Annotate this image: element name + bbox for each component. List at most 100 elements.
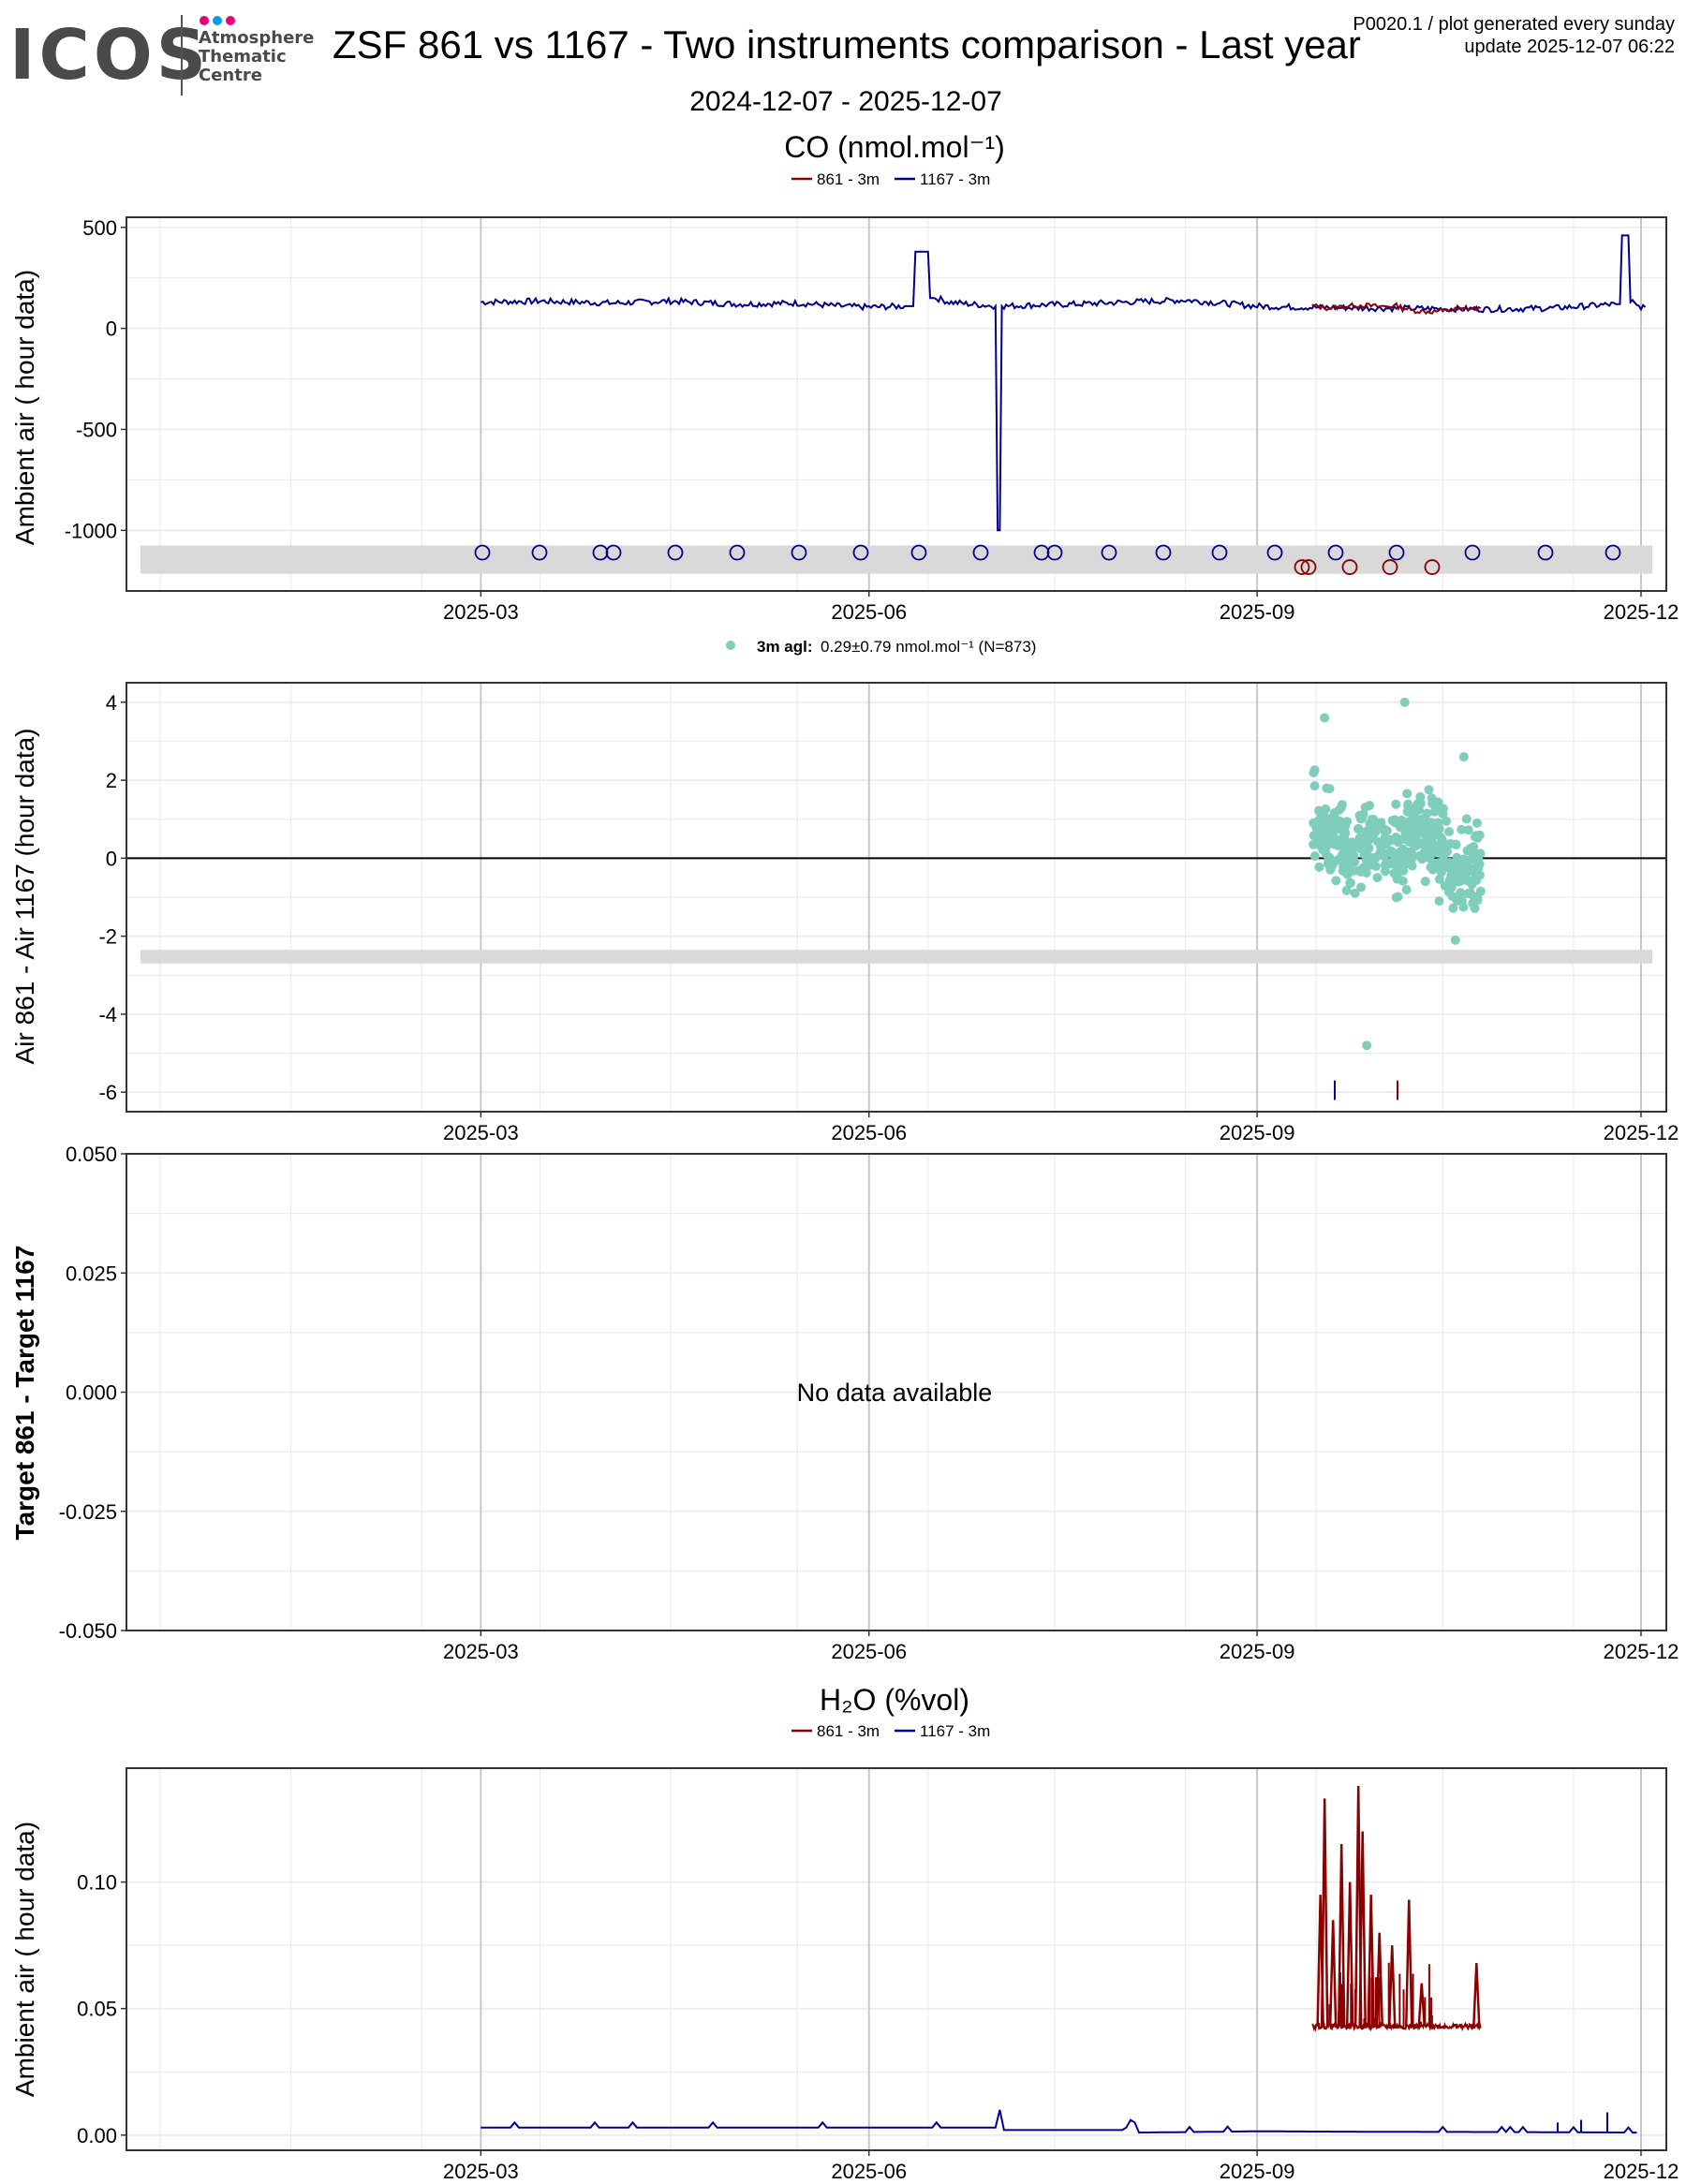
diff-point: [1420, 877, 1430, 887]
diff-point: [1318, 816, 1328, 825]
diff-point: [1457, 896, 1467, 906]
diff-point: [1355, 834, 1366, 845]
diff-point: [1349, 850, 1359, 861]
co-panel: -1000 -500 0 500 2025-03 2025-06 2025-09 2025-1…: [10, 216, 1679, 624]
logo-sub-3: Centre: [199, 66, 262, 85]
diff-xtick-label: 2025-06: [831, 1121, 907, 1144]
diff-point: [1371, 822, 1382, 833]
update-stamp: update 2025-12-07 06:22: [1464, 37, 1675, 57]
co-calibration-marker-1167: [1605, 544, 1621, 561]
target-ytick-label: -0.050: [59, 1619, 117, 1643]
diff-point: [1309, 851, 1320, 862]
co-calibration-marker-861: [1424, 559, 1441, 575]
diff-point: [1316, 807, 1326, 817]
diff-point: [1339, 832, 1350, 842]
co-ytick-label: 0: [106, 317, 117, 341]
diff-point: [1434, 896, 1444, 907]
diff-point: [1382, 826, 1392, 835]
diff-outlier-point: [1399, 697, 1410, 707]
logo-sub-1: Atmosphere: [199, 28, 314, 48]
diff-point: [1382, 857, 1392, 867]
h2o-legend-1167: 1167 - 3m: [920, 1722, 990, 1740]
co-calibration-marker-1167: [667, 544, 684, 561]
diff-point: [1347, 837, 1357, 848]
co-calibration-marker-1167: [1464, 544, 1481, 561]
header: ICOS Atmosphere Thematic Centre ZSF 861 …: [9, 14, 1675, 117]
h2o-spike-861: [1387, 1945, 1397, 2027]
diff-point: [1444, 827, 1454, 836]
diff-point: [1468, 850, 1478, 861]
co-calibration-marker-1167: [972, 544, 989, 561]
co-calibration-marker-1167: [791, 544, 807, 561]
icos-logo: ICOS: [9, 15, 210, 96]
diff-point: [1398, 848, 1407, 858]
diff-legend-label: 3m agl:: [757, 638, 813, 656]
target-ytick-label: 0.050: [66, 1143, 117, 1166]
diff-point: [1355, 866, 1366, 877]
diff-point: [1356, 882, 1367, 893]
co-ylabel: Ambient air ( hour data): [10, 270, 39, 545]
co-xtick-label: 2025-06: [831, 600, 907, 624]
co-ytick-label: -500: [76, 418, 117, 441]
diff-xtick-label: 2025-12: [1604, 1121, 1679, 1144]
h2o-spike-861: [1472, 1962, 1481, 2027]
diff-point: [1358, 809, 1368, 819]
diff-point: [1338, 819, 1348, 829]
co-border: [126, 216, 1667, 592]
diff-point: [1312, 825, 1323, 835]
diff-point: [1457, 824, 1467, 834]
date-range: 2024-12-07 - 2025-12-07: [689, 86, 1002, 117]
diff-point: [1391, 893, 1401, 903]
h2o-xtick-label: 2025-12: [1604, 2160, 1679, 2183]
co-calibration-marker-1167: [1101, 544, 1117, 561]
diff-point: [1472, 893, 1483, 904]
h2o-ytick-label: 0.00: [77, 2124, 117, 2147]
no-data-message: No data available: [797, 1379, 993, 1407]
diff-point: [1445, 839, 1455, 849]
diff-point: [1445, 878, 1456, 889]
diff-point: [1412, 799, 1423, 809]
diff-point: [1434, 858, 1444, 868]
co-xtick-label: 2025-12: [1604, 600, 1679, 624]
diff-point: [1437, 835, 1447, 846]
diff-point: [1391, 799, 1401, 809]
co-calibration-marker-1167: [1537, 544, 1554, 561]
diff-legend: 3m agl: 0.29±0.79 nmol.mol⁻¹ (N=873): [726, 638, 1036, 656]
diff-point: [1472, 833, 1483, 843]
diff-ylabel: Air 861 - Air 1167 (hour data): [10, 728, 39, 1064]
h2o-legend-861: 861 - 3m: [817, 1722, 880, 1740]
target-ytick-label: 0.000: [66, 1381, 117, 1405]
page-title: ZSF 861 vs 1167 - Two instruments compar…: [333, 22, 1361, 66]
diff-point: [1309, 818, 1319, 828]
diff-point: [1333, 855, 1343, 865]
diff-point: [1442, 816, 1451, 826]
diff-point: [1343, 863, 1353, 874]
product-code: P0020.1 / plot generated every sunday: [1353, 14, 1675, 35]
co-calibration-marker-1167: [1033, 544, 1050, 561]
h2o-ytick-label: 0.05: [77, 1998, 117, 2021]
diff-point: [1309, 765, 1320, 775]
diff-outlier-point: [1362, 1040, 1372, 1051]
diff-point: [1420, 827, 1430, 837]
diff-point: [1371, 852, 1382, 863]
diff-point: [1456, 876, 1466, 886]
co-calibration-marker-861: [1294, 559, 1310, 575]
target-panel: -0.050 -0.025 0.000 0.025 0.050 2025-03 2025-0…: [10, 1143, 1679, 1663]
target-xtick-label: 2025-09: [1220, 1640, 1295, 1663]
h2o-spike-861: [1328, 1920, 1338, 2027]
co-series-1167: [481, 234, 1647, 532]
diff-point: [1426, 862, 1436, 872]
diff-point: [1330, 813, 1340, 823]
h2o-xtick-label: 2025-09: [1220, 2160, 1295, 2183]
diff-border: [126, 682, 1667, 1113]
diff-point: [1320, 834, 1330, 844]
diff-point: [1353, 823, 1364, 834]
co-calibration-marker-1167: [1266, 544, 1283, 561]
co-xtick-label: 2025-03: [443, 600, 519, 624]
diff-point: [1372, 873, 1383, 883]
co-calibration-marker-1167: [729, 544, 746, 561]
co-marker-band: [140, 545, 1652, 574]
target-ytick-label: 0.025: [66, 1262, 117, 1285]
co-calibration-marker-1167: [1155, 544, 1172, 561]
diff-point: [1401, 885, 1412, 894]
